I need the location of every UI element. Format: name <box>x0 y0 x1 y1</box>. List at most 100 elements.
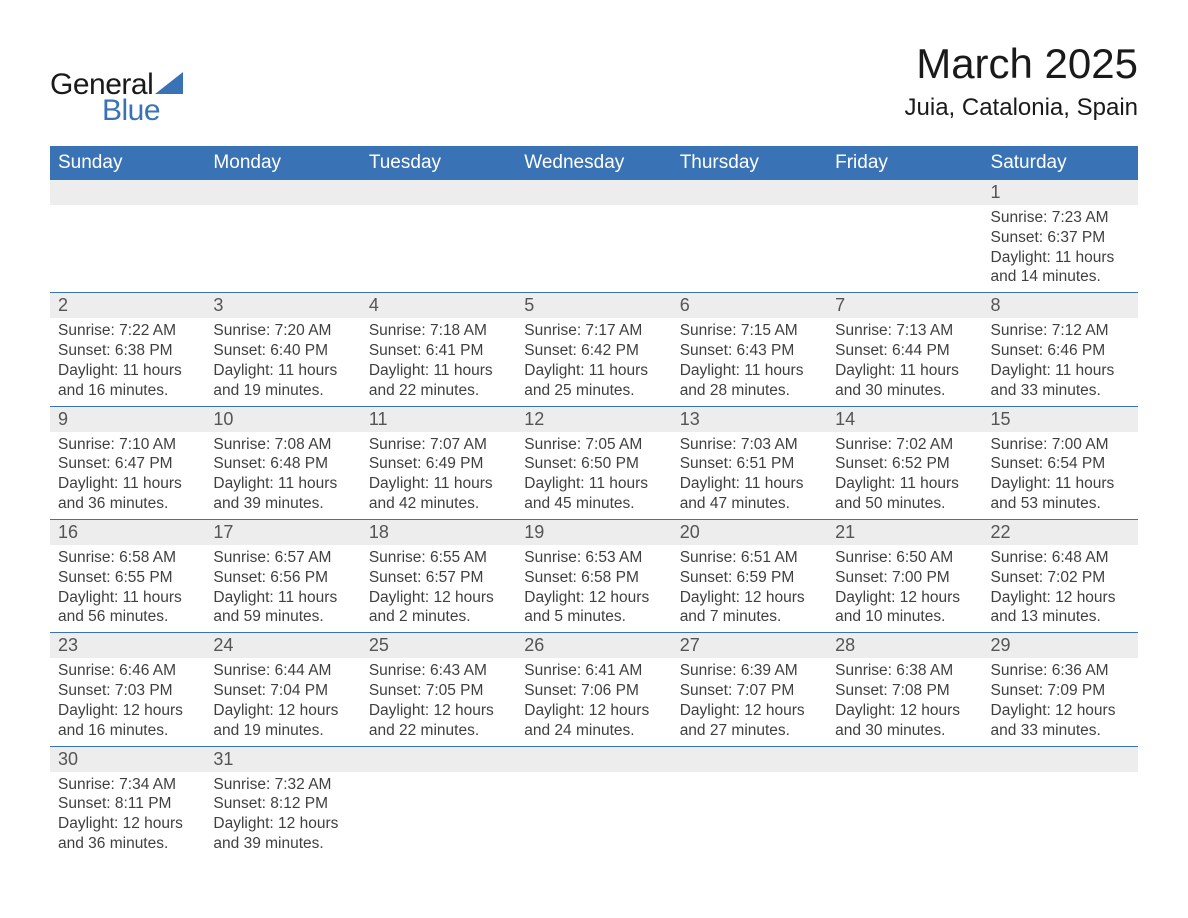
day-number-cell: 23 <box>50 633 205 659</box>
day-number-cell <box>361 180 516 205</box>
day-content-cell: Sunrise: 6:36 AMSunset: 7:09 PMDaylight:… <box>983 658 1138 746</box>
sunrise-text: Sunrise: 7:05 AM <box>524 435 663 455</box>
daylight-text: and 28 minutes. <box>680 381 819 401</box>
sunset-text: Sunset: 8:12 PM <box>213 794 352 814</box>
daylight-text: and 39 minutes. <box>213 834 352 854</box>
day-number-cell: 8 <box>983 293 1138 319</box>
day-number-cell: 22 <box>983 519 1138 545</box>
day-number-cell: 5 <box>516 293 671 319</box>
day-content-cell <box>516 205 671 293</box>
logo-word2: Blue <box>102 94 160 128</box>
daylight-text: Daylight: 12 hours <box>835 588 974 608</box>
daylight-text: Daylight: 12 hours <box>369 588 508 608</box>
sunrise-text: Sunrise: 7:02 AM <box>835 435 974 455</box>
day-number-cell: 4 <box>361 293 516 319</box>
day-content-cell: Sunrise: 7:00 AMSunset: 6:54 PMDaylight:… <box>983 432 1138 520</box>
day-content-cell: Sunrise: 7:12 AMSunset: 6:46 PMDaylight:… <box>983 318 1138 406</box>
weekday-header: Thursday <box>672 146 827 180</box>
sunset-text: Sunset: 6:48 PM <box>213 454 352 474</box>
weekday-header: Saturday <box>983 146 1138 180</box>
day-content-cell: Sunrise: 7:05 AMSunset: 6:50 PMDaylight:… <box>516 432 671 520</box>
daylight-text: and 19 minutes. <box>213 381 352 401</box>
weekday-header: Tuesday <box>361 146 516 180</box>
daylight-text: Daylight: 12 hours <box>58 814 197 834</box>
daylight-text: Daylight: 11 hours <box>58 588 197 608</box>
daylight-text: and 19 minutes. <box>213 721 352 741</box>
day-content-cell: Sunrise: 6:57 AMSunset: 6:56 PMDaylight:… <box>205 545 360 633</box>
day-number-cell <box>983 746 1138 772</box>
day-content-cell: Sunrise: 7:23 AMSunset: 6:37 PMDaylight:… <box>983 205 1138 293</box>
sunset-text: Sunset: 6:38 PM <box>58 341 197 361</box>
daylight-text: and 56 minutes. <box>58 607 197 627</box>
sunrise-text: Sunrise: 6:57 AM <box>213 548 352 568</box>
sunset-text: Sunset: 6:49 PM <box>369 454 508 474</box>
daylight-text: and 22 minutes. <box>369 721 508 741</box>
sunset-text: Sunset: 6:52 PM <box>835 454 974 474</box>
weekday-header: Wednesday <box>516 146 671 180</box>
day-content-cell: Sunrise: 6:39 AMSunset: 7:07 PMDaylight:… <box>672 658 827 746</box>
sunrise-text: Sunrise: 6:43 AM <box>369 661 508 681</box>
day-content-cell: Sunrise: 7:02 AMSunset: 6:52 PMDaylight:… <box>827 432 982 520</box>
daylight-text: Daylight: 12 hours <box>991 701 1130 721</box>
day-content-cell: Sunrise: 7:17 AMSunset: 6:42 PMDaylight:… <box>516 318 671 406</box>
sunset-text: Sunset: 6:54 PM <box>991 454 1130 474</box>
day-number-cell: 29 <box>983 633 1138 659</box>
sunset-text: Sunset: 6:37 PM <box>991 228 1130 248</box>
daylight-text: Daylight: 11 hours <box>213 588 352 608</box>
sunrise-text: Sunrise: 6:41 AM <box>524 661 663 681</box>
day-content-cell <box>516 772 671 859</box>
day-number-cell: 10 <box>205 406 360 432</box>
daylight-text: and 39 minutes. <box>213 494 352 514</box>
day-content-row: Sunrise: 6:58 AMSunset: 6:55 PMDaylight:… <box>50 545 1138 633</box>
day-number-cell: 20 <box>672 519 827 545</box>
daylight-text: and 25 minutes. <box>524 381 663 401</box>
daylight-text: Daylight: 11 hours <box>58 361 197 381</box>
sunset-text: Sunset: 6:59 PM <box>680 568 819 588</box>
day-number-cell: 24 <box>205 633 360 659</box>
day-content-cell: Sunrise: 6:38 AMSunset: 7:08 PMDaylight:… <box>827 658 982 746</box>
daylight-text: and 53 minutes. <box>991 494 1130 514</box>
daylight-text: Daylight: 11 hours <box>58 474 197 494</box>
day-number-row: 1 <box>50 180 1138 205</box>
day-number-cell: 28 <box>827 633 982 659</box>
day-number-cell: 1 <box>983 180 1138 205</box>
daylight-text: Daylight: 12 hours <box>835 701 974 721</box>
sunrise-text: Sunrise: 7:17 AM <box>524 321 663 341</box>
sunrise-text: Sunrise: 7:34 AM <box>58 775 197 795</box>
day-content-cell: Sunrise: 6:50 AMSunset: 7:00 PMDaylight:… <box>827 545 982 633</box>
day-number-cell: 21 <box>827 519 982 545</box>
daylight-text: and 36 minutes. <box>58 494 197 514</box>
daylight-text: and 33 minutes. <box>991 721 1130 741</box>
day-number-cell: 6 <box>672 293 827 319</box>
day-number-row: 3031 <box>50 746 1138 772</box>
sunset-text: Sunset: 7:09 PM <box>991 681 1130 701</box>
daylight-text: and 5 minutes. <box>524 607 663 627</box>
day-number-cell: 2 <box>50 293 205 319</box>
sunrise-text: Sunrise: 7:22 AM <box>58 321 197 341</box>
weekday-header-row: SundayMondayTuesdayWednesdayThursdayFrid… <box>50 146 1138 180</box>
day-number-cell: 18 <box>361 519 516 545</box>
day-content-cell: Sunrise: 6:55 AMSunset: 6:57 PMDaylight:… <box>361 545 516 633</box>
day-content-cell: Sunrise: 6:53 AMSunset: 6:58 PMDaylight:… <box>516 545 671 633</box>
day-number-cell: 9 <box>50 406 205 432</box>
daylight-text: and 24 minutes. <box>524 721 663 741</box>
day-number-row: 16171819202122 <box>50 519 1138 545</box>
sunset-text: Sunset: 6:40 PM <box>213 341 352 361</box>
daylight-text: Daylight: 12 hours <box>213 814 352 834</box>
day-number-cell: 31 <box>205 746 360 772</box>
sunset-text: Sunset: 6:58 PM <box>524 568 663 588</box>
daylight-text: and 42 minutes. <box>369 494 508 514</box>
daylight-text: Daylight: 12 hours <box>991 588 1130 608</box>
sunset-text: Sunset: 7:08 PM <box>835 681 974 701</box>
daylight-text: Daylight: 12 hours <box>524 588 663 608</box>
daylight-text: Daylight: 12 hours <box>369 701 508 721</box>
daylight-text: Daylight: 11 hours <box>369 474 508 494</box>
sunset-text: Sunset: 6:55 PM <box>58 568 197 588</box>
sunrise-text: Sunrise: 7:00 AM <box>991 435 1130 455</box>
day-number-cell <box>827 746 982 772</box>
day-content-row: Sunrise: 7:34 AMSunset: 8:11 PMDaylight:… <box>50 772 1138 859</box>
day-content-cell <box>672 772 827 859</box>
sunset-text: Sunset: 7:00 PM <box>835 568 974 588</box>
daylight-text: Daylight: 12 hours <box>524 701 663 721</box>
sunset-text: Sunset: 6:44 PM <box>835 341 974 361</box>
